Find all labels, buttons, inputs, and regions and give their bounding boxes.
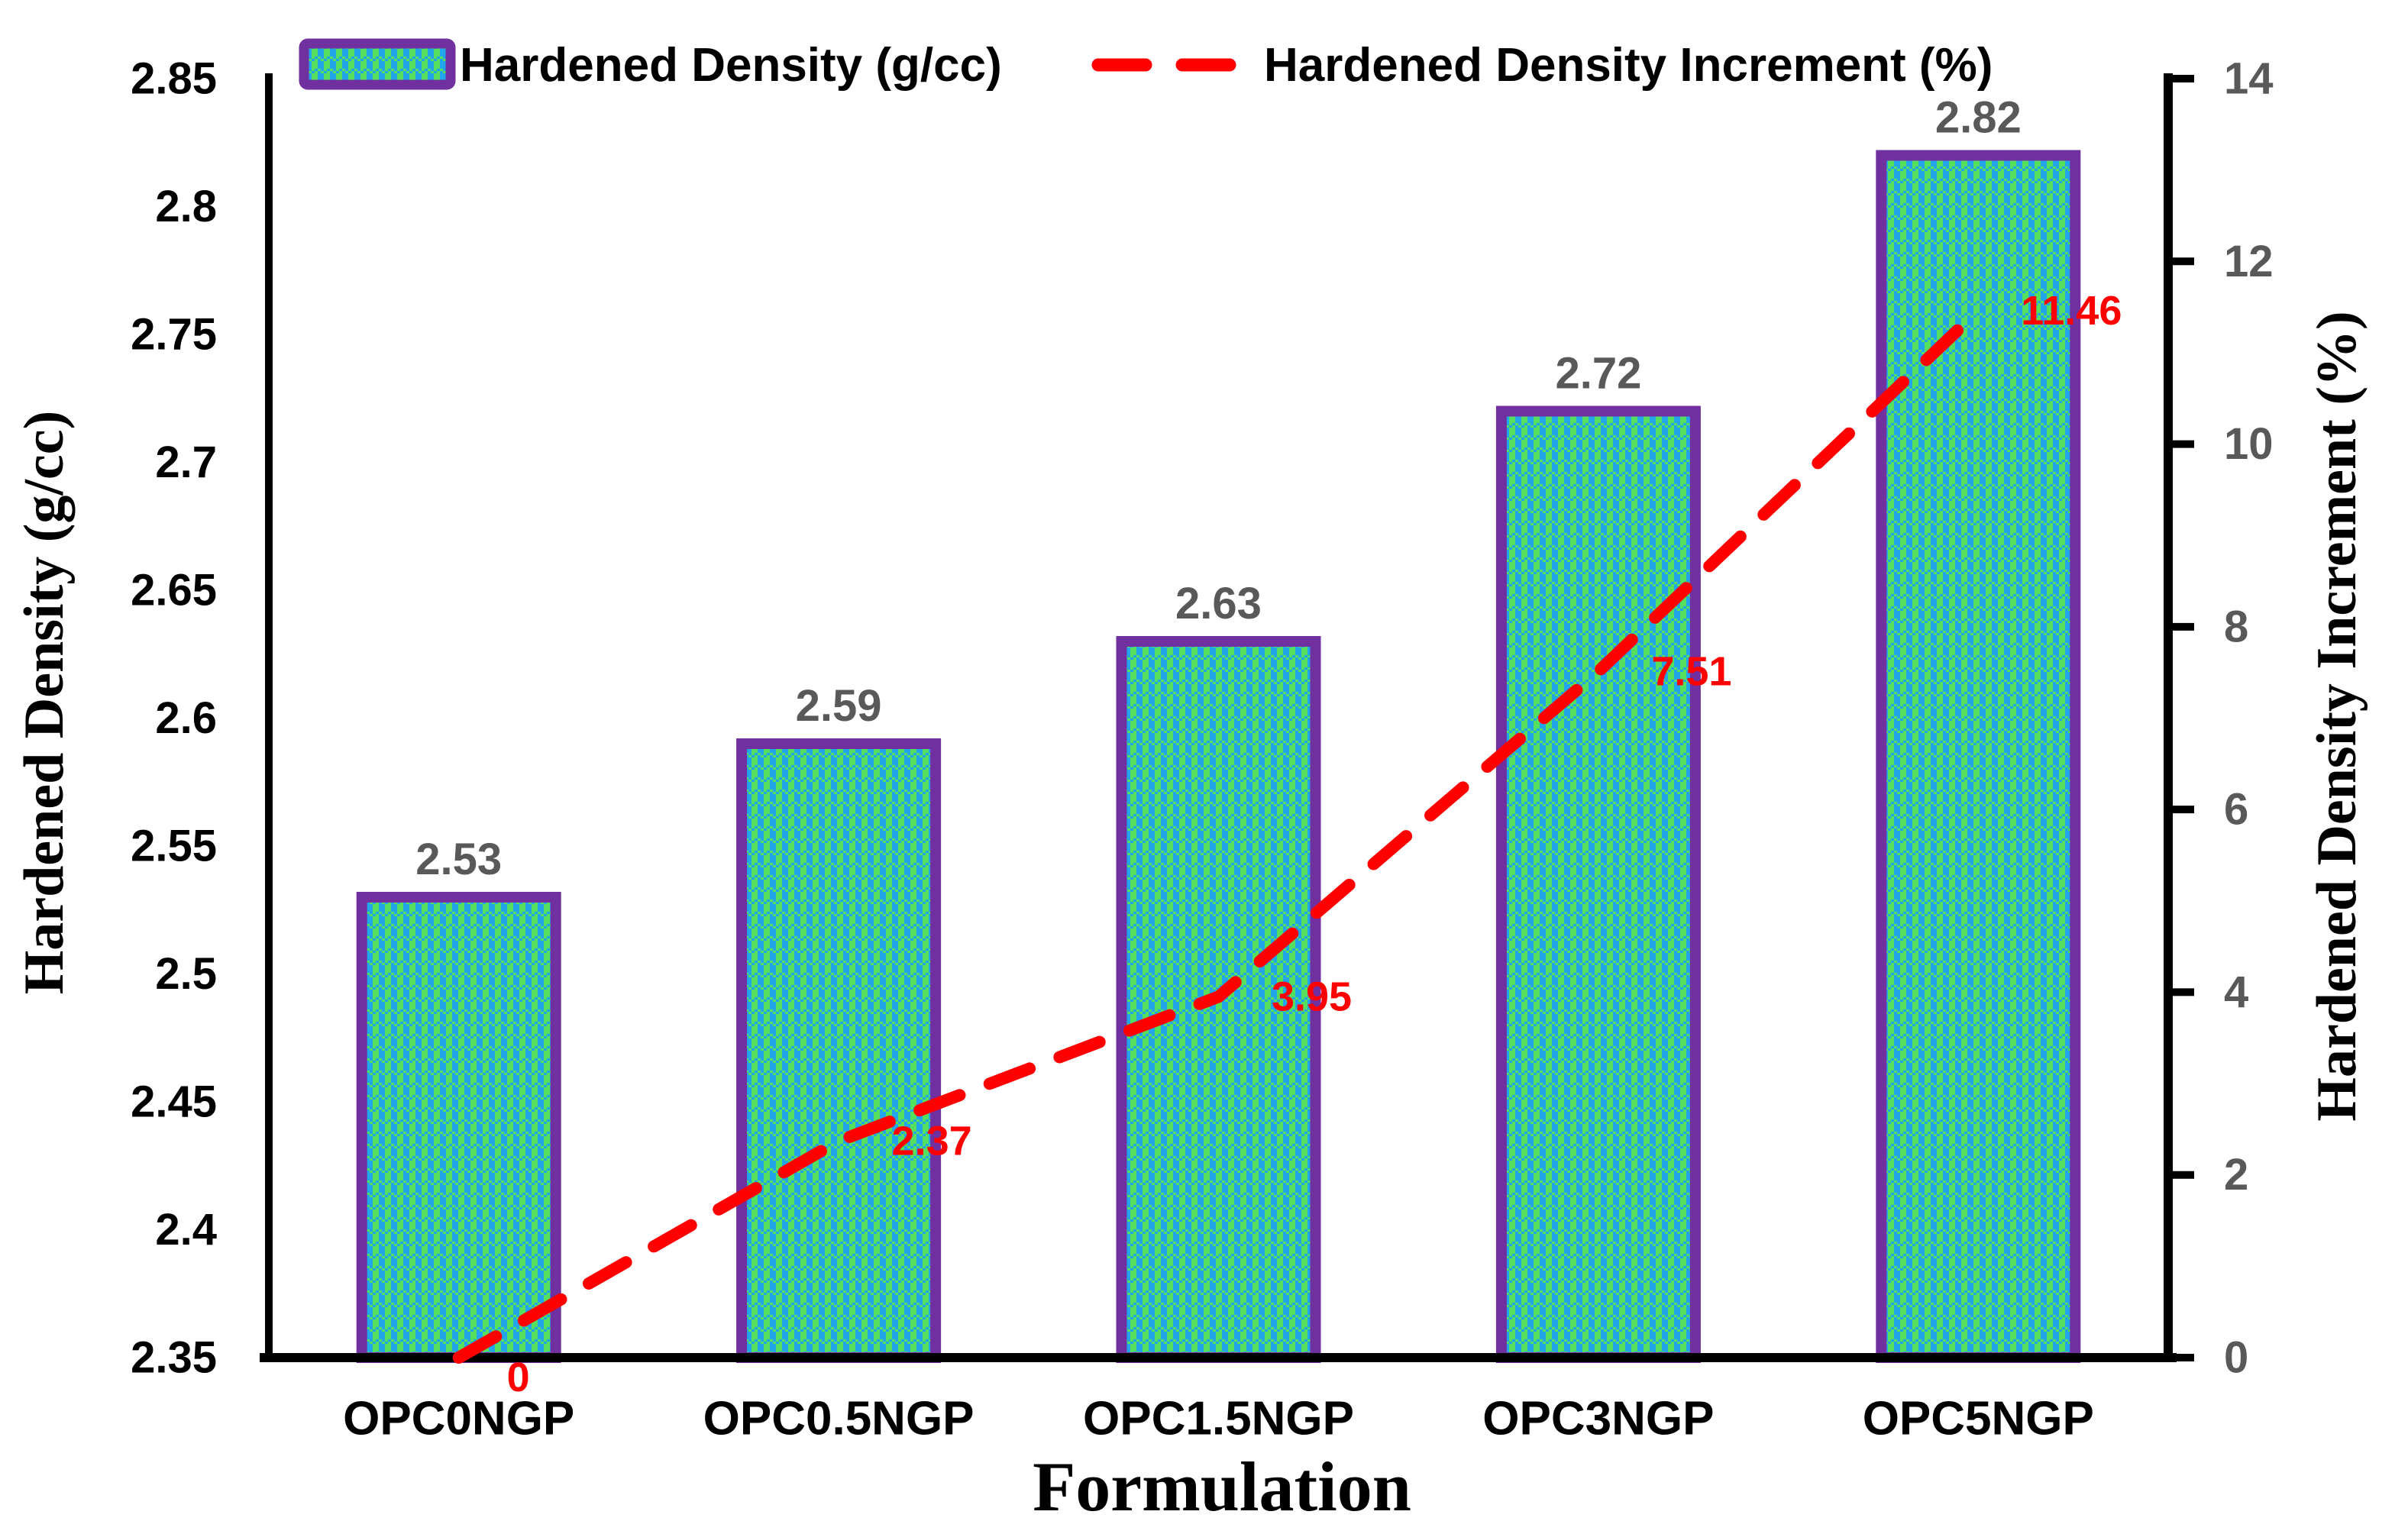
line-point-label: 7.51	[1651, 648, 1731, 694]
line-point-label: 11.46	[2021, 288, 2122, 334]
legend: Hardened Density (g/cc) Hardened Density…	[299, 38, 1993, 92]
bar-OPC5NGP	[1876, 150, 2081, 1363]
increment-line-series	[452, 304, 1985, 1364]
left-tick-label: 2.55	[131, 822, 217, 871]
data-labels: OPC0NGP OPC0.5NGP OPC1.5NGP OPC3NGP OPC5NGP 2…	[343, 93, 2122, 1445]
right-tick-label: 0	[2224, 1333, 2248, 1383]
left-tick-label: 2.4	[155, 1205, 217, 1255]
left-tick-label: 2.45	[131, 1077, 217, 1127]
left-tick-label: 2.85	[131, 54, 217, 104]
bar-value-label: 2.82	[1935, 93, 2022, 143]
bar-value-label: 2.72	[1555, 349, 1641, 399]
left-tick-label: 2.7	[155, 438, 217, 487]
right-tick-label: 6	[2224, 785, 2248, 835]
x-axis-title: Formulation	[1033, 1448, 1411, 1526]
right-tick-label: 8	[2224, 602, 2248, 651]
line-point-label: 0	[507, 1355, 530, 1400]
line-point-label: 2.37	[892, 1118, 972, 1164]
right-tick-label: 12	[2224, 237, 2274, 286]
right-tick-label: 10	[2224, 419, 2274, 469]
x-category-label-OPC3NGP: OPC3NGP	[1482, 1393, 1714, 1445]
bar-value-label: 2.53	[415, 835, 502, 884]
left-tick-label: 2.8	[155, 182, 217, 231]
left-tick-label: 2.75	[131, 310, 217, 360]
bar-value-label: 2.59	[796, 681, 882, 731]
x-category-label-OPC0NGP: OPC0NGP	[343, 1393, 574, 1445]
left-tick-label: 2.6	[155, 693, 217, 743]
x-category-label-OPC5NGP: OPC5NGP	[1863, 1393, 2094, 1445]
left-tick-label: 2.35	[131, 1333, 217, 1383]
increment-line	[452, 304, 1985, 1364]
left-tick-label: 2.65	[131, 566, 217, 615]
bar-OPC0NGP	[356, 892, 561, 1363]
right-tick-label: 4	[2224, 967, 2248, 1017]
line-point-label: 3.95	[1272, 974, 1352, 1019]
right-axis-title: Hardened Density Increment (%)	[2306, 311, 2368, 1121]
bar-series	[356, 150, 2081, 1363]
x-category-label-OPC1.5NGP: OPC1.5NGP	[1083, 1393, 1354, 1445]
left-tick-label: 2.5	[155, 949, 217, 999]
bar-OPC0.5NGP	[736, 738, 942, 1363]
legend-line-label: Hardened Density Increment (%)	[1264, 39, 1993, 92]
bar-value-label: 2.63	[1175, 579, 1262, 628]
right-tick-label: 2	[2224, 1150, 2248, 1200]
x-category-label-OPC0.5NGP: OPC0.5NGP	[703, 1393, 975, 1445]
axes: 2.85 2.8 2.75 2.7 2.65 2.6 2.55 2.5 2.45 2.4 2.35 1…	[131, 54, 2273, 1383]
left-axis-title: Hardened Density (g/cc)	[13, 411, 76, 995]
legend-bar-label: Hardened Density (g/cc)	[460, 39, 1002, 92]
legend-bar-swatch-icon	[299, 38, 456, 90]
bar-OPC3NGP	[1495, 405, 1701, 1363]
right-tick-label: 14	[2224, 54, 2274, 104]
